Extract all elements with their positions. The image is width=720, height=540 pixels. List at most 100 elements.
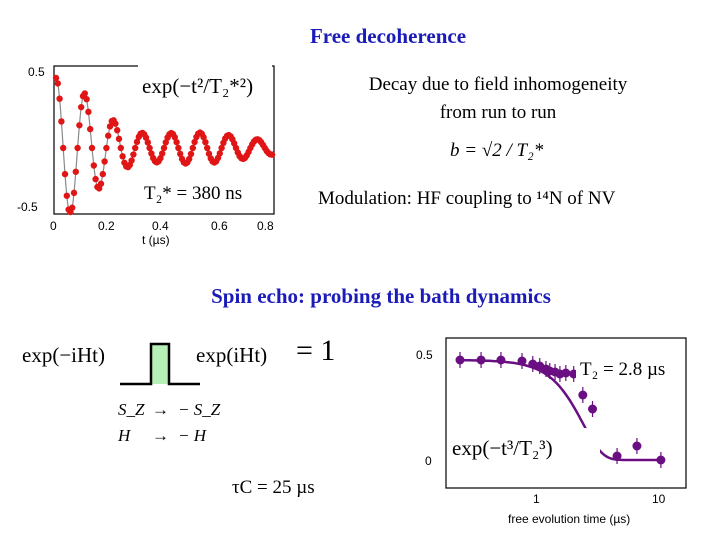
fid-point: [130, 151, 137, 158]
fid-point: [142, 134, 150, 141]
echo-point: [588, 404, 598, 414]
echo-ytick-1: 0: [425, 454, 432, 468]
fid-point: [216, 150, 223, 157]
fid-point: [132, 144, 139, 152]
fid-point: [90, 162, 98, 169]
fid-point: [133, 138, 141, 146]
fid-point: [119, 153, 126, 160]
fid-xlabel: t (µs): [142, 233, 170, 247]
fid-xtick-1: 0.2: [98, 219, 115, 233]
fid-point: [101, 158, 108, 165]
fid-point: [63, 192, 70, 199]
fid-point: [99, 170, 107, 178]
echo-point: [476, 355, 486, 365]
fid-point: [76, 122, 83, 129]
echo-point: [656, 455, 666, 465]
echo-point: [612, 451, 622, 461]
echo-point: [496, 355, 506, 365]
fid-point: [191, 138, 198, 146]
echo-t2-box: T₂ = 2.8 µs: [576, 356, 684, 386]
t2star-box: T₂* = 380 ns: [142, 180, 272, 210]
rule-h-right: − H: [178, 426, 206, 445]
fid-point: [114, 127, 121, 134]
fid-point: [159, 150, 166, 157]
op-equals-one: = 1: [296, 334, 336, 367]
fid-point: [200, 134, 207, 141]
fid-point: [83, 95, 90, 103]
fid-point: [202, 138, 209, 146]
fid-point: [204, 144, 211, 152]
fid-point: [78, 103, 85, 111]
section-title-spin-echo: Spin echo: probing the bath dynamics: [211, 284, 551, 308]
echo-point: [561, 368, 571, 378]
echo-xtick-1: 10: [652, 492, 666, 506]
fid-ytick-bottom: -0.5: [17, 200, 38, 214]
rule-arrow-2: →: [152, 426, 169, 445]
echo-point: [528, 359, 538, 369]
rule-sz-left: S_Z: [118, 400, 145, 419]
fid-point: [97, 180, 105, 187]
fid-point: [115, 135, 123, 143]
echo-point: [578, 390, 588, 400]
fid-point: [117, 144, 125, 152]
fid-point: [54, 80, 61, 87]
fid-point: [268, 151, 276, 158]
tau-c-label: τC = 25 µs: [232, 477, 315, 498]
fid-point: [70, 189, 78, 197]
fid-point: [52, 74, 60, 82]
rule-sz-right: − S_Z: [178, 400, 221, 419]
decay-note-line1: Decay due to field inhomogeneity: [368, 74, 628, 95]
t2star-label: T₂* = 380 ns: [144, 183, 243, 204]
fid-point: [56, 95, 63, 102]
fid-ytick-top: 0.5: [28, 65, 45, 79]
fid-point: [72, 168, 80, 175]
fid-point: [112, 120, 119, 127]
fid-point: [128, 157, 135, 164]
echo-point: [632, 441, 642, 451]
fid-point: [88, 144, 96, 152]
fid-point: [87, 125, 94, 133]
page-title: Free decoherence: [309, 24, 467, 48]
rule-arrow-1: →: [152, 400, 169, 419]
envelope-box: exp(−t²/T₂*²): [138, 64, 272, 112]
fid-point: [58, 118, 65, 125]
fid-point: [146, 144, 153, 152]
fid-xtick-0: 0: [50, 219, 57, 233]
echo-fit-curve: [460, 358, 664, 462]
echo-xtick-0: 1: [533, 492, 540, 506]
fid-point: [85, 108, 92, 116]
fid-point: [218, 144, 225, 152]
fid-point: [160, 144, 168, 152]
pi-pulse: [120, 342, 200, 386]
fid-point: [187, 150, 195, 158]
fid-point: [175, 144, 182, 152]
fid-point: [189, 144, 196, 152]
fid-point: [81, 90, 89, 97]
op-forward: exp(−iHt): [22, 343, 105, 367]
echo-point: [569, 369, 579, 379]
decay-note-line2: from run to run: [439, 102, 557, 123]
fid-point: [171, 134, 178, 141]
b-formula: b = √2 / T₂*: [450, 140, 544, 161]
fid-point: [103, 144, 110, 152]
fid-point: [173, 138, 180, 146]
fid-point: [177, 150, 184, 158]
echo-t2-label: T₂ = 2.8 µs: [580, 359, 666, 380]
fid-point: [162, 139, 169, 146]
fid-point: [69, 204, 76, 211]
modulation-note: Modulation: HF coupling to ¹⁴N of NV: [318, 188, 616, 209]
fid-point: [92, 175, 99, 183]
echo-fit-formula-box: exp(−t³/T₂³): [450, 428, 600, 468]
fid-point: [105, 132, 112, 139]
fid-xtick-2: 0.4: [152, 219, 169, 233]
fid-point: [74, 144, 81, 152]
echo-fit-formula: exp(−t³/T₂³): [452, 436, 553, 460]
fid-points: [52, 74, 276, 216]
rule-h-left: H: [118, 426, 131, 445]
op-backward: exp(iHt): [196, 343, 268, 367]
fid-point: [61, 170, 69, 178]
echo-ytick-0: 0.5: [416, 348, 433, 362]
echo-point: [517, 356, 527, 366]
fid-point: [186, 155, 193, 163]
